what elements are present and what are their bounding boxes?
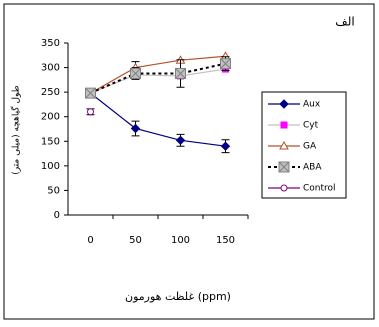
x-tick-label: 100	[171, 235, 190, 246]
data-point	[175, 67, 186, 79]
series-line	[90, 55, 226, 94]
legend-box	[261, 91, 347, 199]
data-point	[175, 135, 186, 146]
data-point	[85, 87, 96, 99]
x-axis-label: غلظت هورمون (ppm)	[125, 290, 231, 303]
data-point	[220, 141, 231, 151]
legend-marker	[280, 121, 288, 129]
data-point	[130, 67, 141, 79]
series-line	[90, 62, 226, 95]
chart-title: الف	[335, 15, 354, 29]
legend-marker	[279, 99, 289, 109]
legend-label: Control	[303, 184, 336, 194]
data-point	[130, 123, 141, 134]
y-tick-label: 150	[41, 136, 60, 147]
y-tick-label: 300	[41, 63, 60, 74]
legend-label: Aux	[303, 100, 321, 110]
y-tick-label: 200	[41, 112, 60, 123]
legend-label: ABA	[303, 163, 322, 173]
y-axis-label: طول گیاهچه (میلی متر)	[10, 85, 22, 175]
legend-label: GA	[303, 142, 317, 152]
y-tick-label: 250	[41, 87, 60, 98]
x-tick-label: 50	[129, 235, 142, 246]
x-tick-label: 0	[87, 235, 93, 246]
y-tick-label: 50	[47, 185, 60, 196]
legend-marker	[279, 140, 289, 150]
x-tick-label: 150	[216, 235, 235, 246]
legend-marker	[280, 184, 288, 192]
legend-marker	[278, 161, 290, 173]
y-tick-label: 350	[41, 38, 60, 49]
y-tick-label: 100	[41, 161, 60, 172]
data-point	[87, 108, 94, 116]
legend-label: Cyt	[303, 121, 319, 131]
y-tick-label: 0	[54, 210, 60, 221]
data-point	[220, 58, 231, 70]
series-line	[90, 92, 226, 147]
